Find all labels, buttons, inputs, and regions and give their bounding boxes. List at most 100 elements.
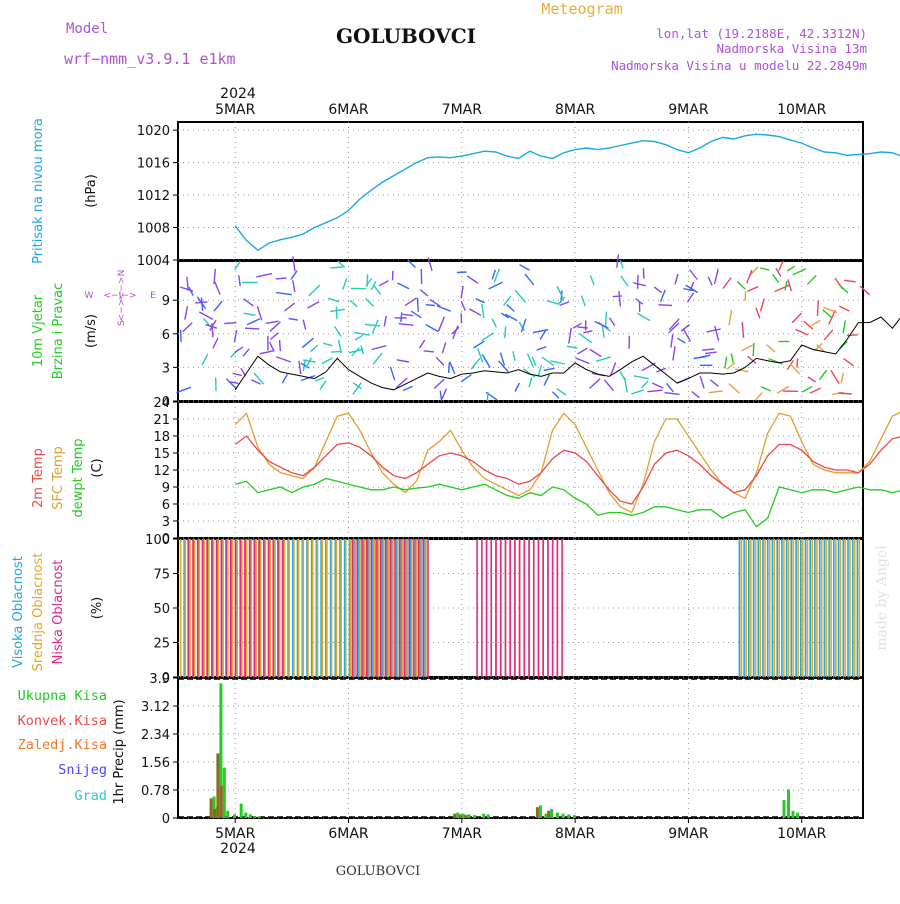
precip-bar [550,809,553,818]
wind-arrow [604,380,613,391]
y-tick-label: 3 [162,515,170,530]
wind-arrow [420,290,428,296]
wind-arrow [293,256,295,271]
cloud-series [188,539,562,677]
wind-arrow [256,274,272,277]
wind-arrow [469,309,481,315]
series-line [235,411,900,513]
y-tick-label: 0.78 [141,784,170,799]
precip-bar [482,814,485,818]
wind-arrow [270,322,280,332]
precip-bar [473,815,476,818]
wind-arrow [677,338,685,343]
day-label-top: 5MAR [215,102,256,118]
wind-arrow [681,324,689,331]
precip-bar [459,814,462,818]
wind-arrow [760,268,769,270]
wind-arrow [818,301,819,316]
wind-arrow [820,370,827,380]
precip-bar [567,814,570,818]
wind-arrow [224,323,236,324]
wind-arrow [610,318,615,326]
wind-arrow [652,383,663,388]
wind-arrow [843,320,845,333]
wind-arrow [372,346,387,350]
wind-arrow [756,308,760,318]
wind-arrow [631,390,644,394]
compass-arrow-bottom: <−> [117,299,127,322]
wind-arrow [201,298,202,311]
cloud-high-label: Visoka Oblacnost [11,556,26,668]
wind-arrow [354,332,369,335]
wind-arrow [553,392,559,398]
wind-arrow [328,298,339,302]
precip-bar [462,814,465,818]
y-tick-label: 0 [162,812,170,827]
wind-arrow [504,296,511,305]
y-tick-label: 75 [153,568,170,583]
compass-w: W [85,291,94,301]
wind-arrow [547,301,559,304]
wind-arrow [643,268,644,279]
wind-arrow [474,341,485,348]
temp-dewpt-label: dewpt Temp [71,438,86,517]
wind-arrow [729,384,740,394]
wind-arrow [792,313,802,323]
wind-arrow [336,307,337,320]
precip-bar [253,816,256,818]
wind-arrow [673,346,675,360]
wind-arrow [276,278,287,279]
wind-arrow [403,314,414,315]
wind-arrow [467,276,478,283]
wind-ylabel: 10m Vjetar [31,294,46,367]
precip-bar [456,813,459,818]
wind-arrow [235,347,243,353]
wind-arrow [665,393,680,395]
precip-bar [468,814,471,818]
day-label-top: 9MAR [668,102,709,118]
y-tick-label: 25 [153,637,170,652]
wind-arrow [582,296,586,307]
year-bottom: 2024 [220,841,256,857]
wind-arrow [226,379,236,389]
wind-arrow [745,291,746,301]
wind-arrow [199,312,213,319]
day-axis-labels: 5MAR5MAR6MAR6MAR7MAR7MAR8MAR8MAR9MAR9MAR… [215,102,827,842]
footer-station: GOLUBOVCI [336,864,421,879]
wind-arrow [860,286,870,295]
wind-arrow [276,357,290,362]
wind-arrow [507,305,515,312]
precip-bar [220,786,223,818]
wind-arrow [776,268,781,276]
wind-arrow [505,327,506,338]
wind-arrow [775,285,789,291]
wind-unit: (m/s) [84,314,99,348]
wind-arrow [276,293,292,295]
wind-arrow [482,354,490,367]
wind-arrow [353,383,361,395]
wind-arrow [654,287,662,293]
wind-arrow [180,287,193,291]
wind-arrow [399,324,414,326]
pressure-ylabel: Pritisak na nivou mora [31,118,46,264]
wind-arrow [187,277,188,291]
wind-arrow [692,392,700,398]
wind-arrow [461,286,463,298]
wind-arrow [671,334,673,348]
precip-bar [539,805,542,818]
wind-arrow [424,351,434,352]
wind-arrow [492,270,495,280]
day-label-bottom: 5MAR [215,826,256,842]
y-tick-label: 15 [153,447,170,462]
wind-arrow [371,281,376,290]
wind-arrow [355,335,363,340]
wind-arrow [450,362,455,374]
wind-arrow [590,379,601,389]
wind-arrow [577,348,587,354]
wind-arrow [306,358,312,368]
compass-e: E [150,291,156,301]
wind-arrow [411,311,421,318]
wind-arrow [621,276,628,286]
wind-arrow [737,282,745,289]
